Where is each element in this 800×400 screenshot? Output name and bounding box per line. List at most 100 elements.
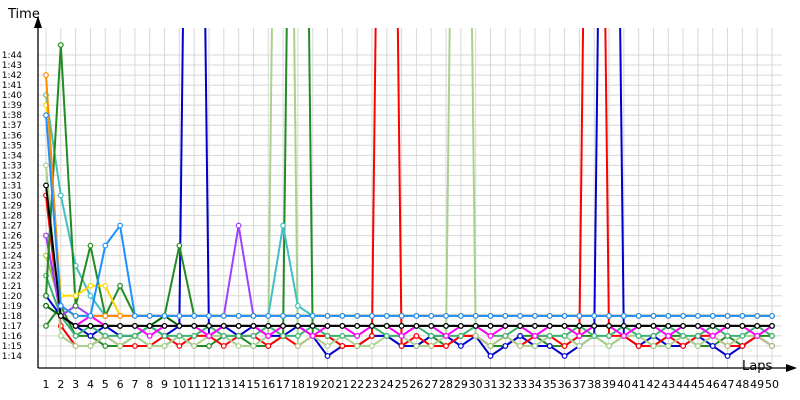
data-point [695,333,701,339]
x-tick-label: 41 [632,378,646,391]
data-point [576,333,583,339]
x-tick-label: 13 [217,378,231,391]
data-point [502,312,509,319]
data-point [635,323,642,329]
data-point [413,323,420,329]
x-tick-label: 39 [602,378,616,391]
data-point [43,182,49,189]
x-tick-label: 25 [395,378,409,391]
x-tick-label: 15 [246,378,260,391]
data-point [294,302,301,309]
data-point [443,323,449,329]
data-point [635,312,642,319]
data-point [576,323,583,329]
data-point [117,282,123,289]
data-point [102,323,109,329]
x-tick-label: 40 [617,378,631,391]
x-tick-label: 36 [558,378,572,391]
data-point [398,312,405,319]
data-point [294,312,301,319]
data-point [739,343,746,349]
x-tick-label: 5 [102,378,109,391]
data-point [176,312,183,319]
data-point [117,312,123,319]
x-tick-label: 16 [261,378,275,391]
data-point [502,323,509,329]
data-point [43,72,49,78]
y-tick-label: 1:15 [2,342,22,352]
x-tick-label: 46 [706,378,720,391]
data-point [191,343,198,349]
data-point [606,333,612,339]
data-point [620,333,627,339]
data-point [280,333,286,339]
x-tick-label: 3 [72,378,79,391]
data-point [369,323,375,329]
data-point [561,312,568,319]
data-point [309,323,316,329]
data-point [472,323,479,329]
data-point [517,333,524,339]
data-point [57,192,64,199]
series-line [45,28,773,347]
data-point [87,242,94,249]
data-point [369,343,375,349]
data-point [413,333,420,339]
y-tick-label: 1:22 [2,272,22,282]
data-point [354,323,361,329]
data-point [72,333,79,339]
data-point [428,343,435,349]
x-tick-label: 12 [202,378,216,391]
x-tick-label: 27 [424,378,438,391]
data-point [146,343,153,349]
data-point [695,312,701,319]
y-tick-label: 1:23 [2,262,22,272]
data-point [724,343,731,349]
data-point [235,323,242,329]
x-tick-label: 32 [498,378,512,391]
data-point [680,333,687,339]
data-point [754,323,761,329]
data-point [606,312,612,319]
y-axis-arrow [34,16,42,28]
data-point [606,343,612,349]
data-point [695,323,701,329]
y-axis-title: Time [7,7,40,22]
data-point [265,323,272,329]
x-tick-label: 22 [350,378,364,391]
data-point [532,333,538,339]
data-point [72,312,79,319]
data-point [754,333,761,339]
data-point [57,42,64,48]
data-point [131,312,138,319]
x-tick-label: 44 [676,378,690,391]
data-point [487,343,494,349]
data-point [457,323,464,329]
data-point [294,323,301,329]
x-tick-label: 37 [572,378,586,391]
data-point [472,333,479,339]
data-point [591,323,598,329]
data-point [102,312,109,319]
data-point [146,312,153,319]
data-point [398,323,405,329]
data-point [650,312,657,319]
data-point [87,292,94,299]
x-tick-label: 20 [321,378,335,391]
data-point [176,343,183,349]
data-point [146,323,153,329]
data-point [650,333,657,339]
data-point [724,312,731,319]
data-point [220,343,227,349]
data-point [413,312,420,319]
series-line [45,43,772,317]
data-point [680,343,687,349]
data-point [739,312,746,319]
y-tick-label: 1:27 [2,222,22,232]
data-point [635,333,642,339]
x-tick-label: 2 [57,378,64,391]
x-tick-label: 50 [765,378,779,391]
data-point [250,323,257,329]
y-tick-labels: 1:141:151:161:171:181:191:201:211:221:23… [2,51,22,362]
data-point [87,343,94,349]
